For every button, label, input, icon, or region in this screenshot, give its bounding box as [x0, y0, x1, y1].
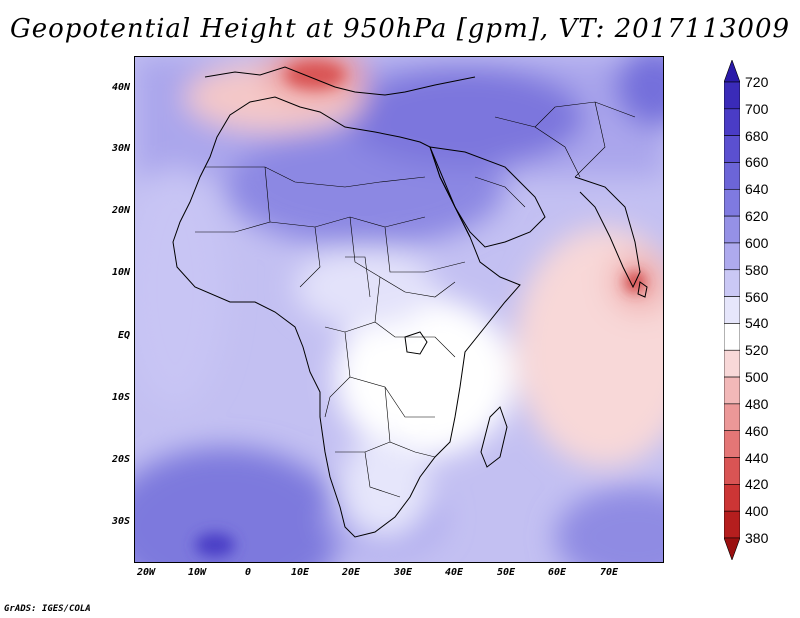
- colorbar-segment: [724, 188, 740, 217]
- geopotential-field-map: [135, 57, 663, 562]
- coastlines: [172, 66, 648, 538]
- colorbar-segment: [724, 81, 740, 110]
- colorbar-segment: [724, 242, 740, 271]
- colorbar-segment: [724, 376, 740, 405]
- country-borders: [195, 101, 636, 498]
- colorbar-segment: [724, 484, 740, 512]
- colorbar-segment: [724, 296, 740, 324]
- lon-label-70e: 70E: [599, 567, 619, 578]
- colorbar-segment: [724, 457, 740, 485]
- field-cores: [195, 61, 645, 557]
- lon-label-10w: 10W: [187, 567, 207, 578]
- colorbar-tick-label: 700: [745, 100, 769, 117]
- colorbar-tick-label: 500: [745, 369, 769, 386]
- lon-label-60e: 60E: [547, 567, 567, 578]
- colorbar-segment: [724, 403, 740, 432]
- colorbar-segment: [724, 430, 740, 458]
- colorbar-tick-label: 600: [745, 234, 769, 251]
- colorbar-tick-label: 580: [745, 261, 769, 278]
- colorbar-segment: [724, 215, 740, 244]
- colorbar-tick-label: 560: [745, 288, 769, 305]
- colorbar-segment: [724, 349, 740, 378]
- colorbar-tick-label: 420: [745, 476, 769, 493]
- lon-label-0: 0: [244, 567, 252, 578]
- colorbar-tick-label: 540: [745, 315, 769, 332]
- colorbar-tick-label: 400: [745, 503, 769, 520]
- colorbar-tick-label: 440: [745, 449, 769, 466]
- colorbar-segment: [724, 323, 740, 351]
- map-plot-area: [134, 56, 664, 563]
- colorbar-top-arrow: [724, 60, 740, 83]
- lon-label-40e: 40E: [444, 567, 464, 578]
- colorbar-tick-label: 680: [745, 127, 769, 144]
- colorbar-segment: [724, 162, 740, 190]
- colorbar-tick-label: 520: [745, 342, 769, 359]
- lat-label-40n: 40N: [111, 82, 130, 93]
- colorbar-tick-label: 620: [745, 208, 769, 225]
- lon-label-20w: 20W: [136, 567, 156, 578]
- lat-label-10s: 10S: [111, 392, 130, 403]
- colorbar-tick-label: 660: [745, 154, 769, 171]
- colorbar-segment: [724, 135, 740, 163]
- colorbar-segment: [724, 510, 740, 539]
- lon-label-30e: 30E: [393, 567, 413, 578]
- chart-title: Geopotential Height at 950hPa [gpm], VT:…: [9, 14, 791, 44]
- colorbar-bottom-arrow: [724, 537, 740, 560]
- lat-label-20s: 20S: [111, 454, 130, 465]
- lon-label-10e: 10E: [290, 567, 310, 578]
- lat-label-30n: 30N: [111, 143, 130, 154]
- colorbar-tick-label: 460: [745, 422, 769, 439]
- lat-label-10n: 10N: [111, 267, 130, 278]
- lon-label-20e: 20E: [341, 567, 361, 578]
- colorbar-tick-label: 640: [745, 181, 769, 198]
- footer-credit: GrADS: IGES/COLA: [4, 604, 91, 614]
- lat-label-30s: 30S: [111, 516, 130, 527]
- lat-label-eq: EQ: [117, 330, 130, 341]
- colorbar: [724, 60, 740, 560]
- lon-label-50e: 50E: [496, 567, 516, 578]
- colorbar-segment: [724, 269, 740, 297]
- colorbar-tick-label: 720: [745, 74, 769, 90]
- lat-label-20n: 20N: [111, 205, 130, 216]
- colorbar-tick-label: 380: [745, 530, 769, 546]
- colorbar-segment: [724, 108, 740, 136]
- colorbar-tick-label: 480: [745, 395, 769, 412]
